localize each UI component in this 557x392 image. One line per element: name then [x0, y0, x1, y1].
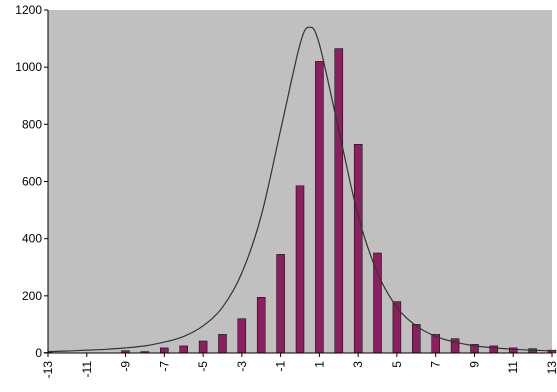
y-tick-label: 1200 — [15, 3, 42, 17]
y-axis-ticks: 0 200 400 600 800 1000 1200 — [15, 3, 48, 360]
x-tick-label: 9 — [467, 361, 481, 368]
y-tick-label: 400 — [22, 232, 42, 246]
x-tick-label: 5 — [390, 361, 404, 368]
x-tick-label: -11 — [80, 361, 94, 378]
fit-curve — [47, 26, 553, 353]
bar — [256, 297, 266, 354]
bar — [528, 348, 537, 354]
y-tick-label: 0 — [35, 346, 42, 360]
x-tick-label: 13 — [545, 361, 557, 375]
x-tick-label: -9 — [119, 361, 133, 372]
y-tick-label: 600 — [22, 175, 42, 189]
x-tick-label: -1 — [274, 361, 288, 372]
x-axis-ticks: -13 -11 -9 -7 -5 -3 -1 1 3 5 7 9 11 13 — [41, 353, 557, 378]
bars — [43, 48, 557, 354]
bar — [237, 318, 247, 354]
bar — [373, 252, 382, 354]
x-tick-label: 7 — [429, 361, 443, 368]
y-tick-label: 200 — [22, 289, 42, 303]
bar — [160, 347, 169, 354]
y-tick-label: 1000 — [15, 60, 42, 74]
x-tick-label: -7 — [157, 361, 171, 372]
bar — [179, 345, 188, 354]
bar — [276, 254, 285, 354]
bar — [353, 144, 363, 354]
x-tick-label: -3 — [235, 361, 249, 372]
bar — [412, 324, 421, 354]
bar — [218, 334, 227, 354]
y-tick-label: 800 — [22, 117, 42, 131]
bar — [198, 340, 208, 354]
bar — [489, 345, 499, 354]
x-tick-label: -5 — [196, 361, 210, 372]
bar — [392, 301, 402, 354]
x-tick-label: 1 — [312, 361, 326, 368]
x-tick-label: -13 — [41, 361, 55, 379]
x-tick-label: 3 — [351, 361, 365, 368]
bar — [315, 61, 324, 354]
x-tick-label: 11 — [506, 361, 520, 374]
bar — [295, 185, 305, 354]
bar — [334, 48, 344, 354]
